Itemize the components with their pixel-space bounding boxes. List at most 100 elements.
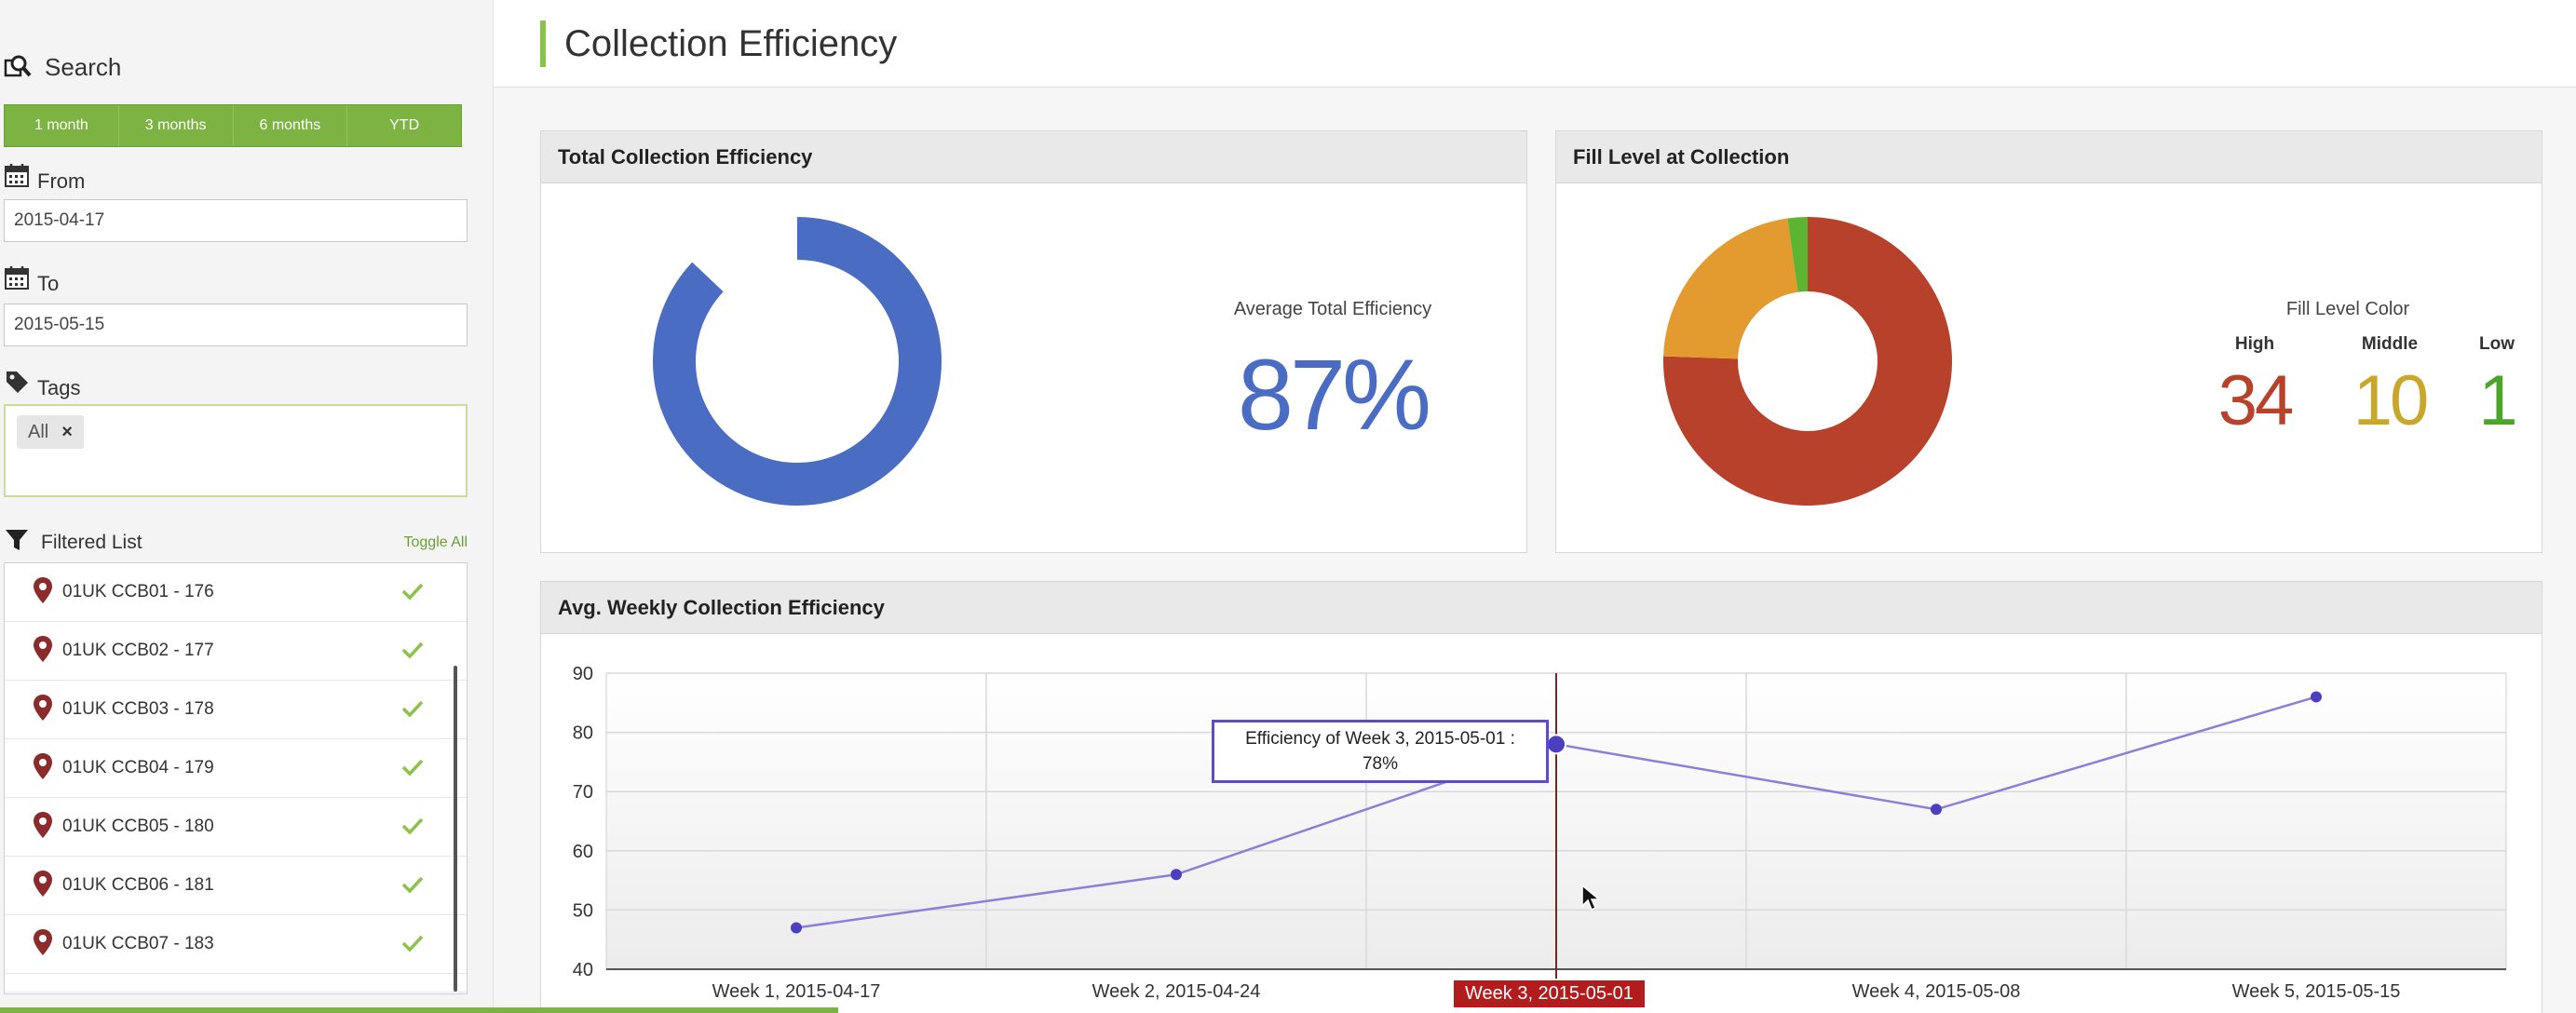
fill-level-donut — [1663, 217, 1952, 506]
tags-label: Tags — [4, 369, 80, 400]
calendar-icon — [4, 162, 37, 194]
list-item-label: 01UK CCB04 - 179 — [62, 758, 214, 777]
filter-icon — [4, 527, 41, 559]
data-point[interactable] — [1171, 869, 1182, 881]
y-tick-label: 40 — [573, 960, 593, 980]
fill-middle-label: Middle — [2361, 334, 2419, 354]
x-tick-label: Week 2, 2015-04-24 — [1092, 981, 1261, 1002]
search-header[interactable]: Search — [4, 48, 121, 86]
panel-title: Total Collection Efficiency — [541, 131, 1526, 183]
range-6-months-button[interactable]: 6 months — [234, 105, 348, 146]
fill-middle-value: 10 — [2352, 361, 2430, 440]
check-icon[interactable] — [401, 582, 424, 605]
fill-level-panel: Fill Level at Collection Fill Level Colo… — [1555, 130, 2542, 553]
list-scrollbar[interactable] — [454, 666, 457, 992]
to-label: To — [4, 264, 59, 296]
x-tick-label: Week 4, 2015-05-08 — [1852, 981, 2021, 1002]
filtered-list-label: Filtered List — [41, 532, 142, 553]
x-tick-label: Week 1, 2015-04-17 — [712, 981, 881, 1002]
list-item[interactable] — [5, 974, 467, 993]
weekly-efficiency-panel: Avg. Weekly Collection Efficiency 90 80 70… — [540, 581, 2542, 1013]
tag-icon — [4, 369, 37, 400]
fill-middle-slice[interactable] — [1663, 218, 1798, 359]
check-icon[interactable] — [401, 817, 424, 840]
map-pin-icon — [33, 870, 53, 902]
from-label-text: From — [37, 169, 86, 193]
tooltip-line-2: 78% — [1362, 754, 1399, 774]
tooltip-line-1: Efficiency of Week 3, 2015-05-01 : — [1245, 729, 1515, 749]
range-ytd-button[interactable]: YTD — [389, 117, 420, 133]
panel-title: Avg. Weekly Collection Efficiency — [541, 582, 2542, 634]
fill-level-legend-title: Fill Level Color — [2285, 299, 2410, 319]
map-pin-icon — [33, 694, 53, 726]
to-label-text: To — [37, 272, 60, 295]
check-icon[interactable] — [401, 641, 424, 664]
filtered-list: 01UK CCB01 - 176 01UK CCB02 - 177 01UK CCB… — [4, 562, 468, 994]
filtered-list-header: Filtered List Toggle All — [4, 527, 468, 559]
range-3-months-button[interactable]: 3 months — [119, 105, 234, 146]
list-item-label: 01UK CCB06 - 181 — [62, 875, 214, 895]
y-tick-label: 60 — [573, 842, 593, 862]
check-icon[interactable] — [401, 699, 424, 723]
list-item[interactable]: 01UK CCB05 - 180 — [5, 798, 467, 857]
search-label: Search — [45, 52, 122, 81]
avg-efficiency-label: Average Total Efficiency — [1233, 299, 1432, 319]
list-item[interactable]: 01UK CCB01 - 176 — [5, 563, 467, 622]
avg-efficiency-value: 87% — [1237, 338, 1431, 451]
fill-low-label: Low — [2479, 334, 2515, 354]
search-icon — [4, 51, 32, 84]
list-item-label: 01UK CCB03 - 178 — [62, 699, 214, 719]
fill-high-slice[interactable] — [1663, 217, 1952, 506]
filtered-list-title: Filtered List — [4, 527, 142, 559]
list-item[interactable]: 01UK CCB04 - 179 — [5, 739, 467, 798]
check-icon[interactable] — [401, 758, 424, 781]
data-point[interactable] — [791, 922, 802, 934]
tags-label-text: Tags — [37, 376, 81, 399]
fill-middle: Middle 10 — [2325, 334, 2455, 441]
fill-high-label: High — [2234, 334, 2275, 354]
weekly-efficiency-chart: 90 80 70 60 50 40 Week 1, 2015-04-17 Week 2, 20… — [573, 664, 2507, 1002]
x-tick-label: Week 5, 2015-05-15 — [2232, 981, 2401, 1002]
map-pin-icon — [33, 928, 53, 961]
fill-low-slice[interactable] — [1787, 217, 1808, 292]
to-date-input[interactable]: 2015-05-15 — [4, 304, 468, 346]
sidebar: Search 1 month 3 months 6 months YTD Fro… — [0, 0, 494, 1013]
map-pin-icon — [33, 635, 53, 668]
list-item-label: 01UK CCB01 - 176 — [62, 582, 214, 601]
fill-low-value: 1 — [2478, 361, 2517, 440]
from-label: From — [4, 162, 85, 194]
data-point[interactable] — [1931, 804, 1942, 816]
data-point[interactable] — [1546, 734, 1566, 755]
tag-chip-label: All — [28, 421, 49, 442]
date-range-buttons: 1 month 3 months 6 months YTD — [4, 104, 462, 147]
check-icon[interactable] — [401, 934, 424, 957]
from-date-input[interactable]: 2015-04-17 — [4, 199, 468, 242]
highlighted-x-label: Week 3, 2015-05-01 — [1454, 980, 1645, 1007]
list-item[interactable]: 01UK CCB07 - 183 — [5, 915, 467, 974]
map-pin-icon — [33, 811, 53, 844]
list-item[interactable]: 01UK CCB02 - 177 — [5, 622, 467, 681]
range-1-month-button[interactable]: 1 month — [5, 105, 119, 146]
y-tick-label: 90 — [573, 664, 593, 684]
y-tick-label: 70 — [573, 782, 593, 803]
total-efficiency-panel: Total Collection Efficiency Average Tota… — [540, 130, 1527, 553]
list-item[interactable]: 01UK CCB03 - 178 — [5, 681, 467, 739]
y-tick-label: 50 — [573, 900, 593, 921]
chart-tooltip: Efficiency of Week 3, 2015-05-01 : 78% — [1212, 720, 1549, 783]
bottom-accent-line — [0, 1007, 838, 1013]
data-point[interactable] — [2311, 691, 2322, 703]
tag-remove-icon[interactable]: × — [61, 421, 73, 442]
list-item[interactable]: 01UK CCB06 - 181 — [5, 857, 467, 915]
fill-high: High 34 — [2190, 334, 2320, 441]
efficiency-arc — [653, 217, 942, 506]
tags-input[interactable]: All × — [4, 404, 468, 497]
list-item-label: 01UK CCB05 - 180 — [62, 817, 214, 836]
toggle-all-link[interactable]: Toggle All — [403, 534, 468, 550]
fill-low: Low 1 — [2432, 334, 2562, 441]
check-icon[interactable] — [401, 875, 424, 898]
mouse-cursor-icon — [1581, 884, 1602, 912]
page-header: Collection Efficiency — [494, 0, 2576, 88]
page-title: Collection Efficiency — [540, 20, 897, 67]
fill-high-value: 34 — [2217, 361, 2295, 440]
map-pin-icon — [33, 752, 53, 785]
